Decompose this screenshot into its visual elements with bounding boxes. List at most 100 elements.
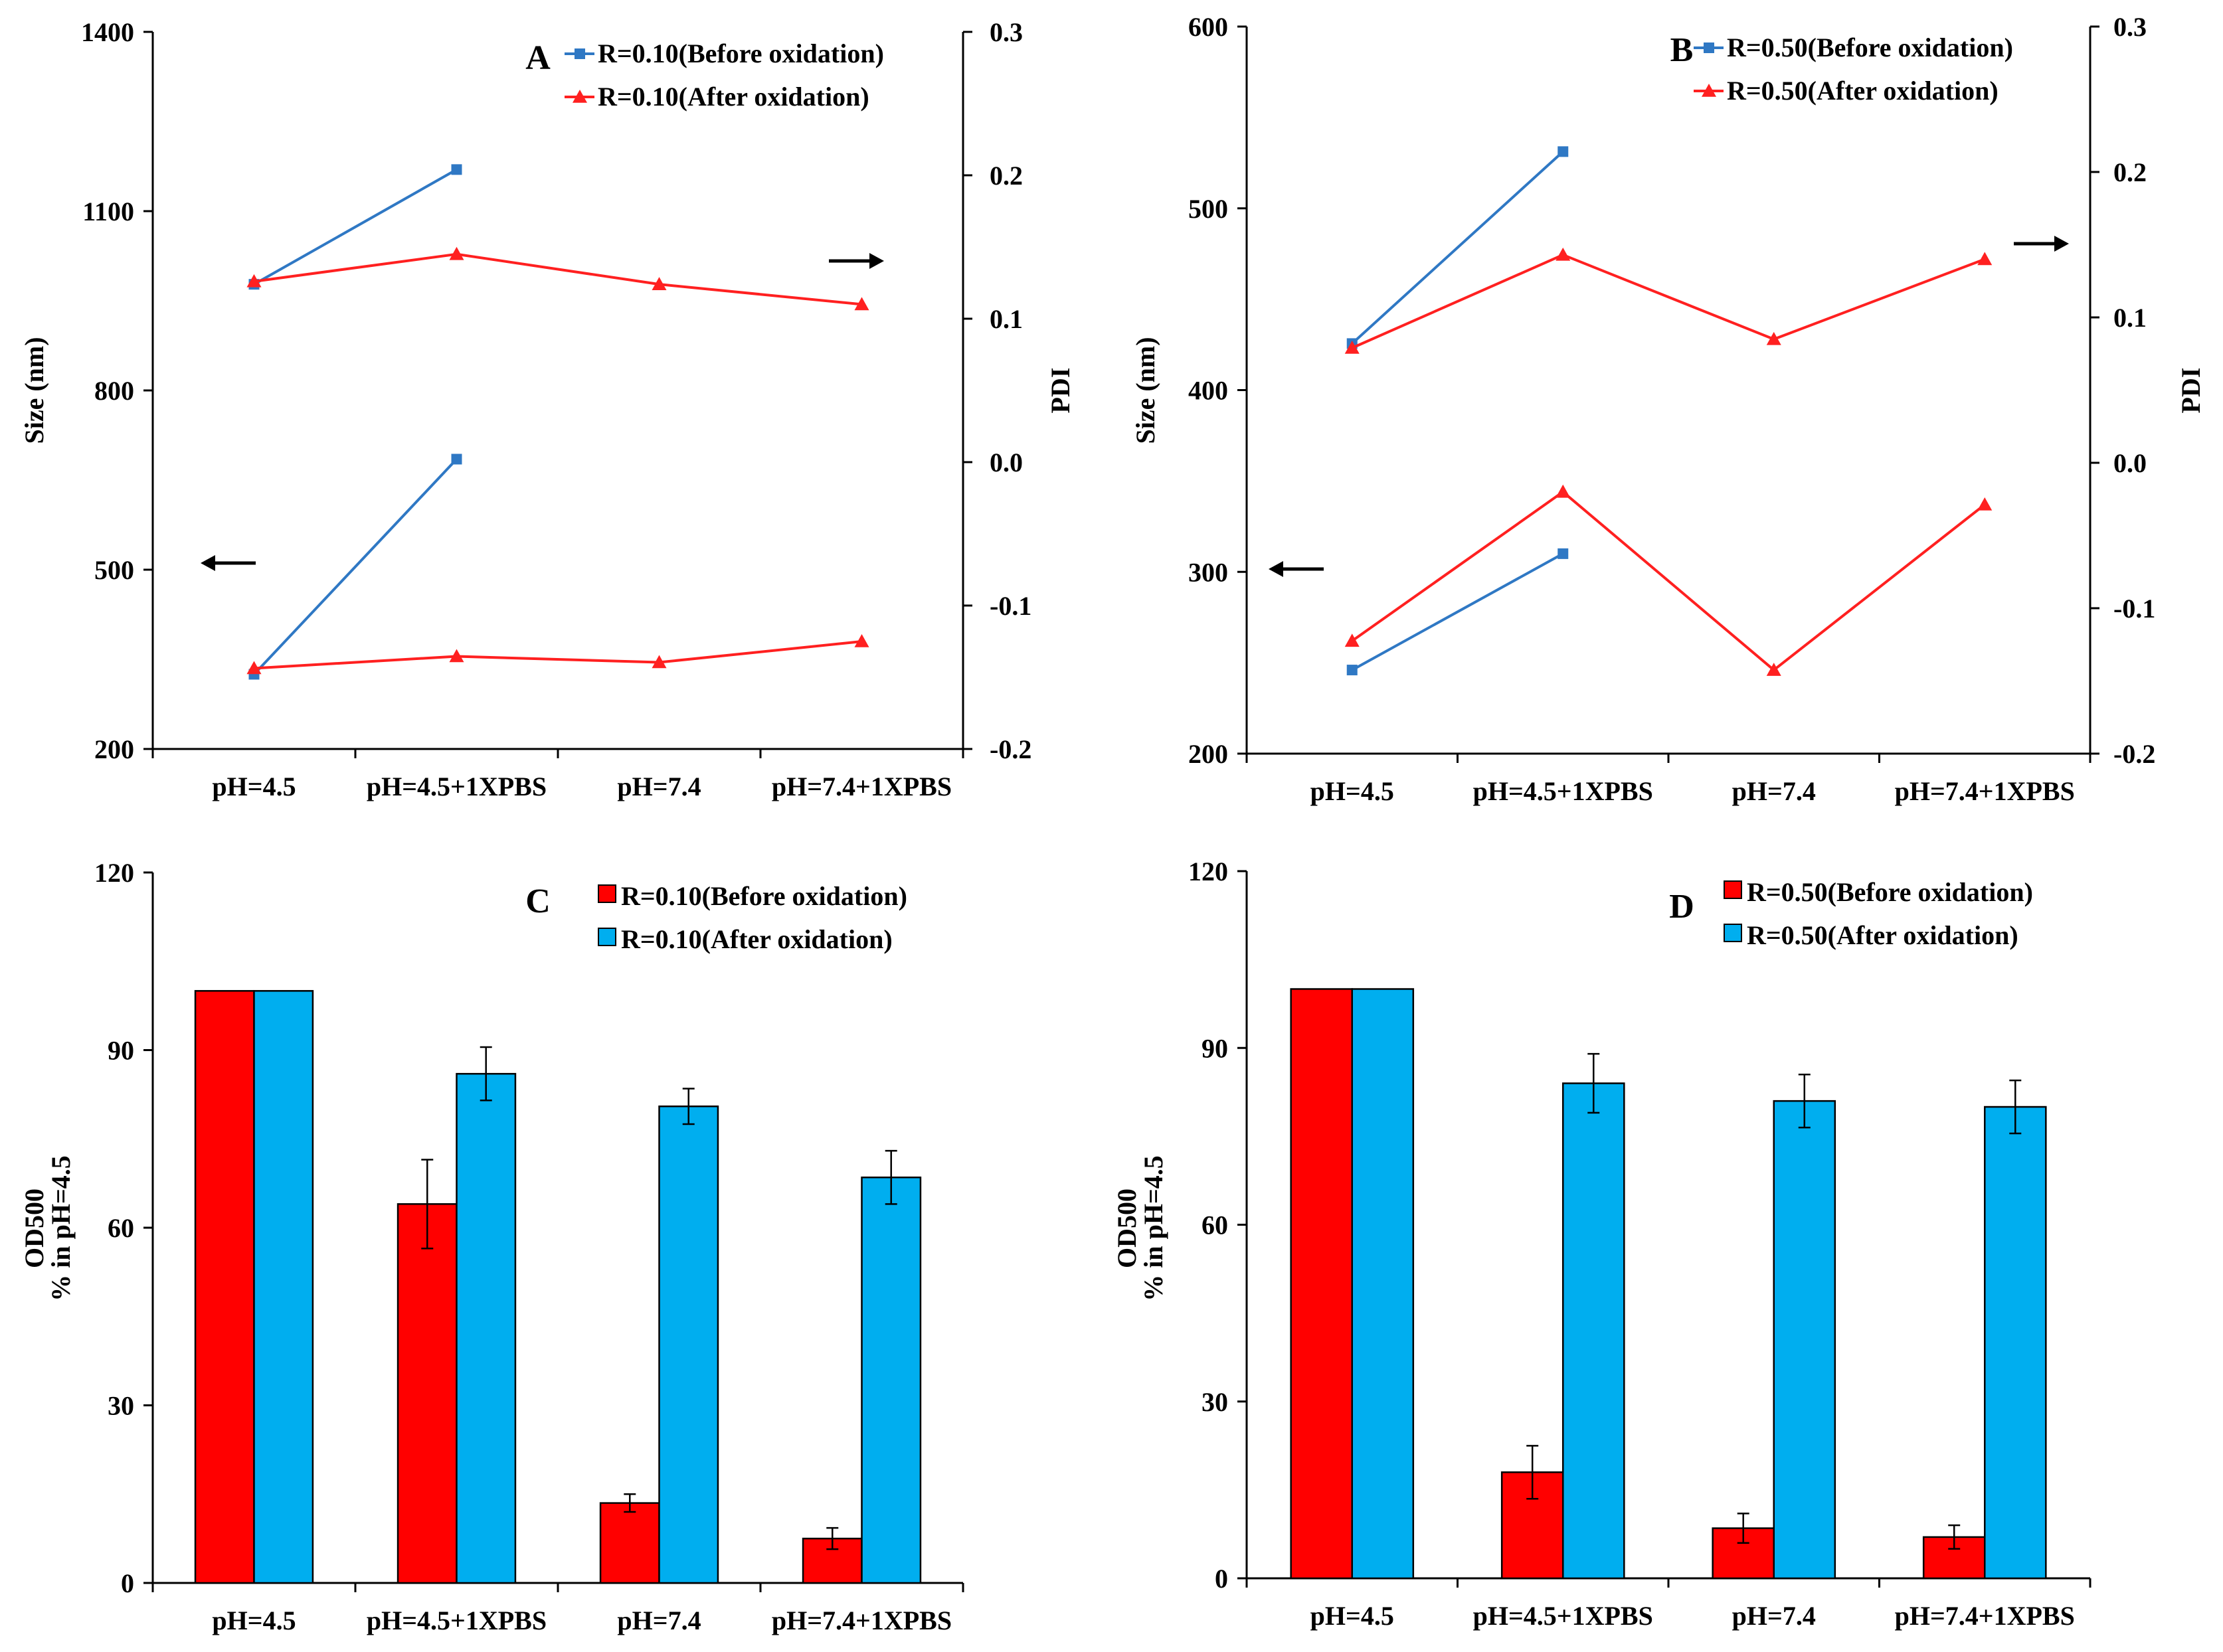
left-axis-arrow-head [201,555,215,571]
legend-label: R=0.50(Before oxidation) [1747,877,2033,907]
y-tick-label: 1400 [81,17,134,47]
y-tick-label: 600 [1188,12,1228,42]
y-axis-title-line2: % in pH=4.5 [46,1155,76,1301]
y2-tick-label: 0.3 [2113,12,2147,42]
x-tick-label: pH=7.4+1XPBS [772,1606,952,1635]
y-tick-label: 800 [94,376,134,406]
y-tick-label: 500 [94,555,134,585]
x-tick-label: pH=7.4+1XPBS [1895,1601,2075,1631]
legend-marker [1702,84,1716,97]
y-axis-title: Size (nm) [19,337,49,444]
x-tick-label: pH=7.4 [1732,1601,1816,1631]
bar-before [599,1502,660,1584]
bar-after [861,1176,922,1584]
y-tick-label: 120 [94,858,134,888]
legend-label: R=0.10(Before oxidation) [598,39,884,68]
y-axis-title: OD500 [19,1189,49,1268]
left-axis-arrow-head [1269,561,1283,577]
bar-before [397,1203,458,1584]
y2-tick-label: 0.0 [2113,448,2147,478]
panel-letter: D [1669,888,1694,926]
y-tick-label: 200 [94,734,134,764]
y-tick-label: 200 [1188,739,1228,769]
data-point [1344,633,1360,647]
series-line-size-0 [253,458,458,675]
series-line-size-0 [1351,552,1564,671]
data-point [1344,340,1360,354]
data-point [449,246,464,260]
x-tick-label: pH=7.4 [617,772,701,801]
x-tick-label: pH=7.4+1XPBS [1895,776,2075,806]
y-tick-label: 0 [1215,1564,1228,1594]
panel-b: 200 300 400 500 600 -0.2 -0.1 0.0 0.1 0.2 0.3 pH=4.… [1130,12,2206,806]
panel-letter: A [525,39,551,77]
data-point [451,164,462,175]
bar-after [1351,988,1415,1580]
bar-after [658,1105,719,1584]
bar-before [194,990,255,1584]
series-line-pdi-3 [1351,253,1985,349]
y-axis-title-line2: % in pH=4.5 [1138,1155,1168,1301]
legend-label: R=0.10(After oxidation) [621,924,893,954]
y2-tick-label: -0.1 [2113,594,2155,623]
x-tick-label: pH=4.5 [1310,1601,1394,1631]
x-tick-label: pH=4.5+1XPBS [367,772,547,801]
data-point [1556,484,1571,498]
data-point [1977,252,1993,266]
y-tick-label: 30 [108,1391,134,1421]
right-axis-arrow-head [869,253,884,269]
data-point [246,274,262,288]
y2-tick-label: 0.1 [990,304,1023,334]
legend-swatch [598,884,616,903]
x-tick-label: pH=4.5 [1310,776,1394,806]
y-tick-label: 400 [1188,376,1228,406]
bar-after [253,990,314,1584]
legend-label: R=0.10(After oxidation) [598,82,869,112]
y-axis-title: Size (nm) [1130,337,1160,444]
y2-tick-label: 0.3 [990,17,1023,47]
y2-tick-label: -0.2 [990,734,1031,764]
legend-label: R=0.50(After oxidation) [1727,76,1999,106]
y-tick-label: 90 [1201,1033,1228,1063]
y2-tick-label: 0.0 [990,448,1023,477]
data-point [652,277,667,290]
x-tick-label: pH=4.5 [212,772,296,801]
y-tick-label: 60 [1201,1210,1228,1240]
data-point [1557,146,1569,157]
legend-marker [575,48,585,59]
y-tick-label: 90 [108,1036,134,1066]
series-line-size-1 [1351,490,1986,672]
data-point [449,649,464,663]
y2-tick-label: 0.2 [990,161,1023,191]
bar-after [1562,1082,1625,1580]
panel-letter: C [525,882,551,920]
x-tick-label: pH=4.5 [212,1606,296,1635]
x-tick-label: pH=4.5+1XPBS [1473,776,1653,806]
y2-axis-title: PDI [1045,368,1075,414]
data-point [1557,548,1569,559]
bar-after [1984,1106,2047,1580]
data-point [451,454,462,465]
right-axis-arrow-head [2054,236,2069,252]
data-point [1556,247,1571,261]
y2-tick-label: -0.2 [2113,739,2155,769]
y-tick-label: 300 [1188,557,1228,587]
data-point [1977,497,1993,511]
series-line-pdi-2 [1351,150,1564,345]
y2-tick-label: 0.1 [2113,303,2147,333]
series-line-pdi-3 [254,252,862,306]
x-tick-label: pH=4.5+1XPBS [1473,1601,1653,1631]
y-tick-label: 0 [121,1568,134,1598]
y-tick-label: 60 [108,1213,134,1243]
y2-tick-label: -0.1 [990,591,1031,621]
legend-label: R=0.50(After oxidation) [1747,920,2018,950]
bar-after [456,1072,517,1584]
x-tick-label: pH=4.5+1XPBS [367,1606,547,1635]
legend-swatch [1724,924,1742,942]
bar-before [1290,988,1354,1580]
bar-after [1773,1100,1836,1580]
y-axis-title: OD500 [1112,1189,1142,1268]
y2-tick-label: 0.2 [2113,157,2147,187]
legend-swatch [1724,880,1742,899]
